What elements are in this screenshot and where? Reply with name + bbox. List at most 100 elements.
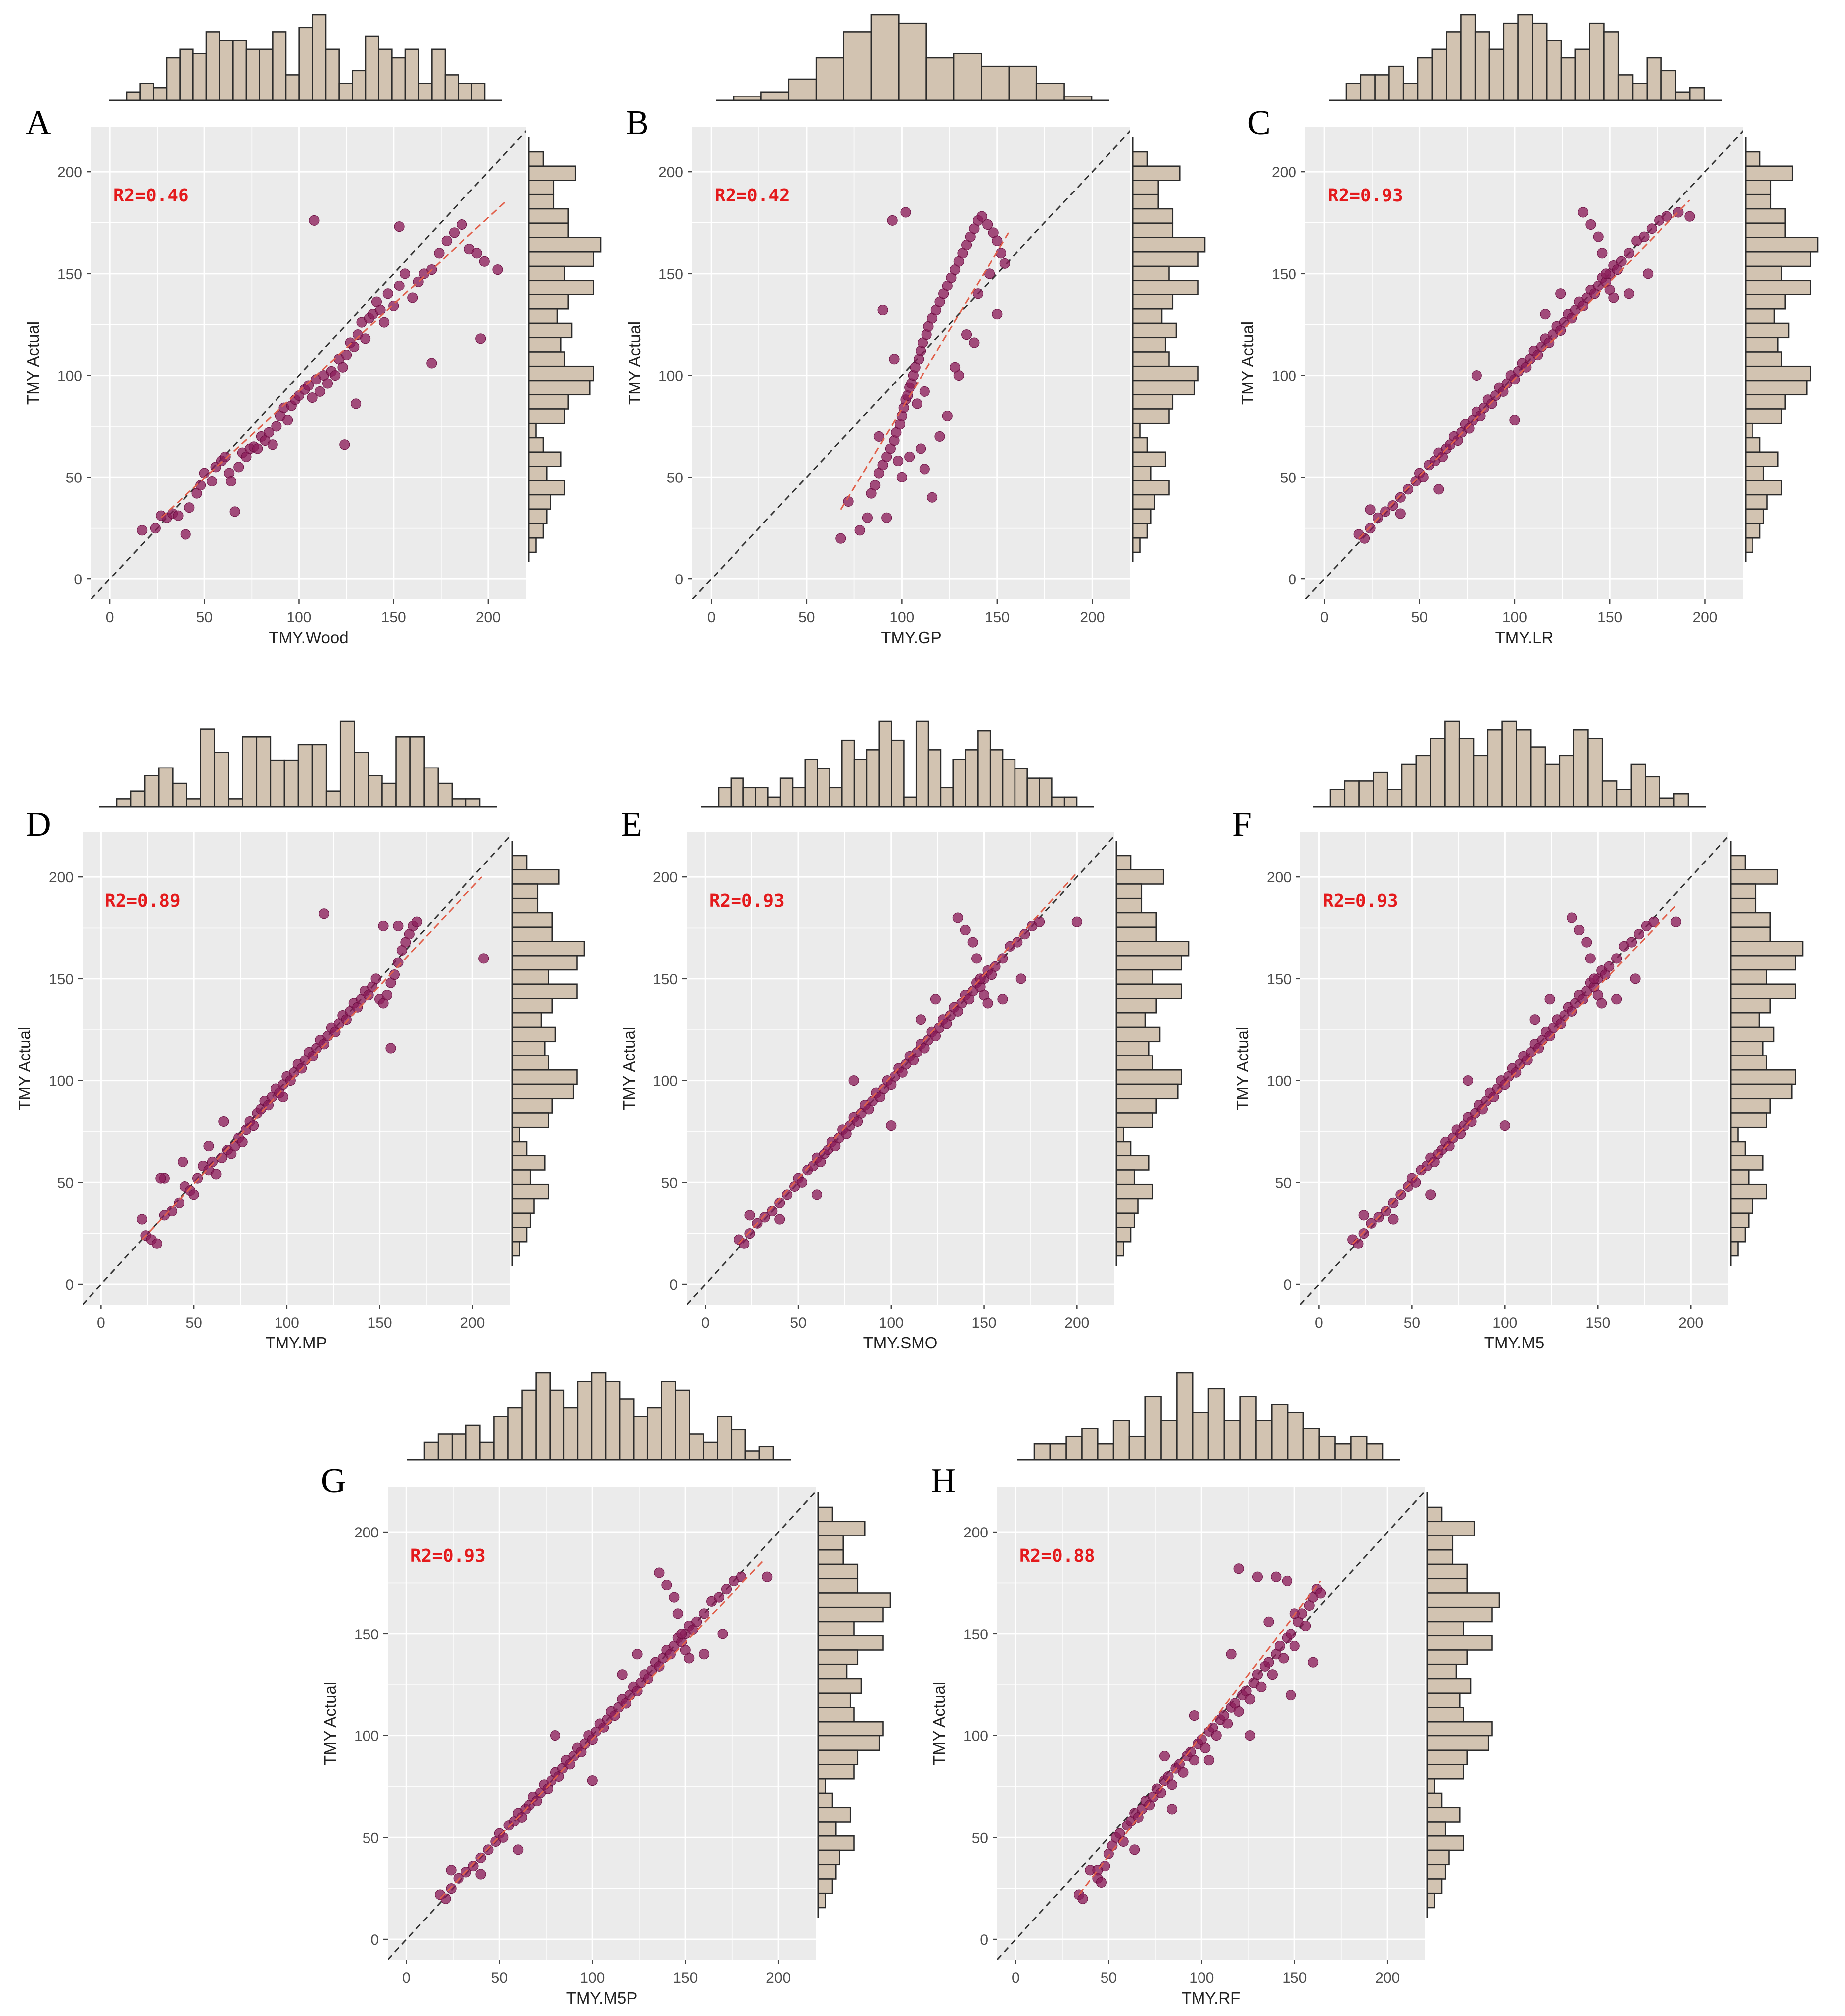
histogram-bar xyxy=(952,759,966,808)
y-tick-label: 100 xyxy=(963,1728,988,1745)
histogram-bar xyxy=(451,1433,467,1461)
data-point xyxy=(1315,1588,1326,1599)
histogram-bar xyxy=(153,87,168,101)
y-tick-label: 100 xyxy=(354,1728,379,1745)
histogram-bar xyxy=(139,83,154,101)
scatter-points xyxy=(1074,1563,1326,1904)
data-point xyxy=(669,1592,680,1603)
y-axis-title: TMY Actual xyxy=(625,321,644,405)
histogram-bar xyxy=(1426,1792,1443,1809)
histogram-bar xyxy=(528,537,537,553)
data-point xyxy=(967,937,978,948)
histogram-bar xyxy=(1014,768,1028,808)
data-point xyxy=(1596,998,1607,1009)
x-axis-title: TMY.GP xyxy=(881,628,941,647)
right-histogram xyxy=(1745,137,1819,562)
histogram-bar xyxy=(1616,789,1632,808)
histogram-bar xyxy=(1503,22,1519,101)
data-point xyxy=(1601,268,1612,279)
histogram-bar xyxy=(1488,48,1505,101)
histogram-bar xyxy=(1026,777,1040,808)
data-point xyxy=(1623,288,1634,299)
data-point xyxy=(661,1580,672,1591)
data-point xyxy=(375,305,386,316)
histogram-bar xyxy=(511,1098,553,1114)
regression-fit-line xyxy=(1078,1580,1321,1895)
histogram-bar xyxy=(1730,855,1746,871)
histogram-bar xyxy=(1587,738,1603,808)
histogram-bar xyxy=(312,14,327,101)
histogram-bar xyxy=(1132,337,1166,353)
histogram-bar xyxy=(1426,1892,1435,1909)
data-point xyxy=(1574,925,1585,936)
x-tick-label: 0 xyxy=(97,1315,105,1331)
histogram-bar xyxy=(1431,48,1447,101)
histogram-bar xyxy=(444,74,459,101)
data-point xyxy=(1289,1640,1300,1651)
histogram-bar xyxy=(898,22,927,101)
histogram-bar xyxy=(817,768,830,808)
data-point xyxy=(393,957,404,968)
histogram-bar xyxy=(1223,1420,1241,1461)
data-point xyxy=(691,1616,702,1627)
y-tick-label: 0 xyxy=(1283,1277,1292,1293)
y-tick-label: 200 xyxy=(963,1525,988,1541)
data-point xyxy=(982,998,993,1009)
histogram-bar xyxy=(1745,451,1779,467)
histogram-bar xyxy=(465,798,481,808)
histogram-bar xyxy=(1745,180,1772,195)
histogram-bar xyxy=(817,1621,855,1637)
histogram-bar xyxy=(511,983,578,999)
data-point xyxy=(1540,309,1551,320)
data-point xyxy=(309,215,320,226)
histogram-bar xyxy=(646,1407,662,1461)
data-point xyxy=(1286,1629,1296,1639)
data-point xyxy=(382,288,393,299)
histogram-bar xyxy=(1063,796,1078,808)
histogram-bar xyxy=(577,1381,593,1461)
histogram-bar xyxy=(878,720,892,808)
histogram-bar xyxy=(511,1141,528,1157)
y-tick-label: 100 xyxy=(49,1073,74,1090)
data-point xyxy=(1639,231,1650,242)
data-point xyxy=(992,309,1003,320)
histogram-bar xyxy=(1675,91,1691,101)
y-axis-title: TMY Actual xyxy=(1238,321,1257,405)
histogram-bar xyxy=(1115,983,1182,999)
histogram-bar xyxy=(1745,437,1761,453)
histogram-bar xyxy=(256,736,272,808)
data-point xyxy=(1544,994,1555,1005)
data-point xyxy=(811,1189,822,1200)
data-point xyxy=(1252,1571,1263,1582)
data-point xyxy=(382,990,393,1001)
histogram-bar xyxy=(1144,1396,1162,1461)
data-point xyxy=(237,1136,248,1147)
histogram-bar xyxy=(1426,1578,1468,1594)
data-point xyxy=(1616,256,1627,267)
y-axis-title: TMY Actual xyxy=(930,1682,948,1765)
y-tick-label: 0 xyxy=(65,1277,74,1293)
histogram-bar xyxy=(528,151,544,167)
data-point xyxy=(394,280,405,291)
histogram-bar xyxy=(1745,351,1782,367)
top-histogram xyxy=(99,720,497,808)
data-point xyxy=(759,1212,770,1223)
histogram-bar xyxy=(1132,422,1141,439)
x-tick-label: 100 xyxy=(879,1315,904,1331)
data-point xyxy=(1012,937,1023,948)
histogram-bar xyxy=(352,70,367,101)
histogram-bar xyxy=(1132,394,1174,410)
histogram-bar xyxy=(298,27,313,101)
histogram-bar xyxy=(1287,1412,1304,1461)
x-tick-label: 150 xyxy=(972,1315,997,1331)
histogram-bar xyxy=(1035,83,1065,101)
x-tick-label: 0 xyxy=(707,609,716,626)
data-point xyxy=(339,439,350,450)
histogram-bar xyxy=(283,759,299,808)
histogram-bar xyxy=(1415,755,1431,808)
histogram-bar xyxy=(511,1241,520,1257)
histogram-bar xyxy=(1132,537,1141,553)
x-tick-label: 0 xyxy=(701,1315,710,1331)
histogram-bar xyxy=(1730,926,1771,942)
histogram-bar xyxy=(1589,22,1605,101)
